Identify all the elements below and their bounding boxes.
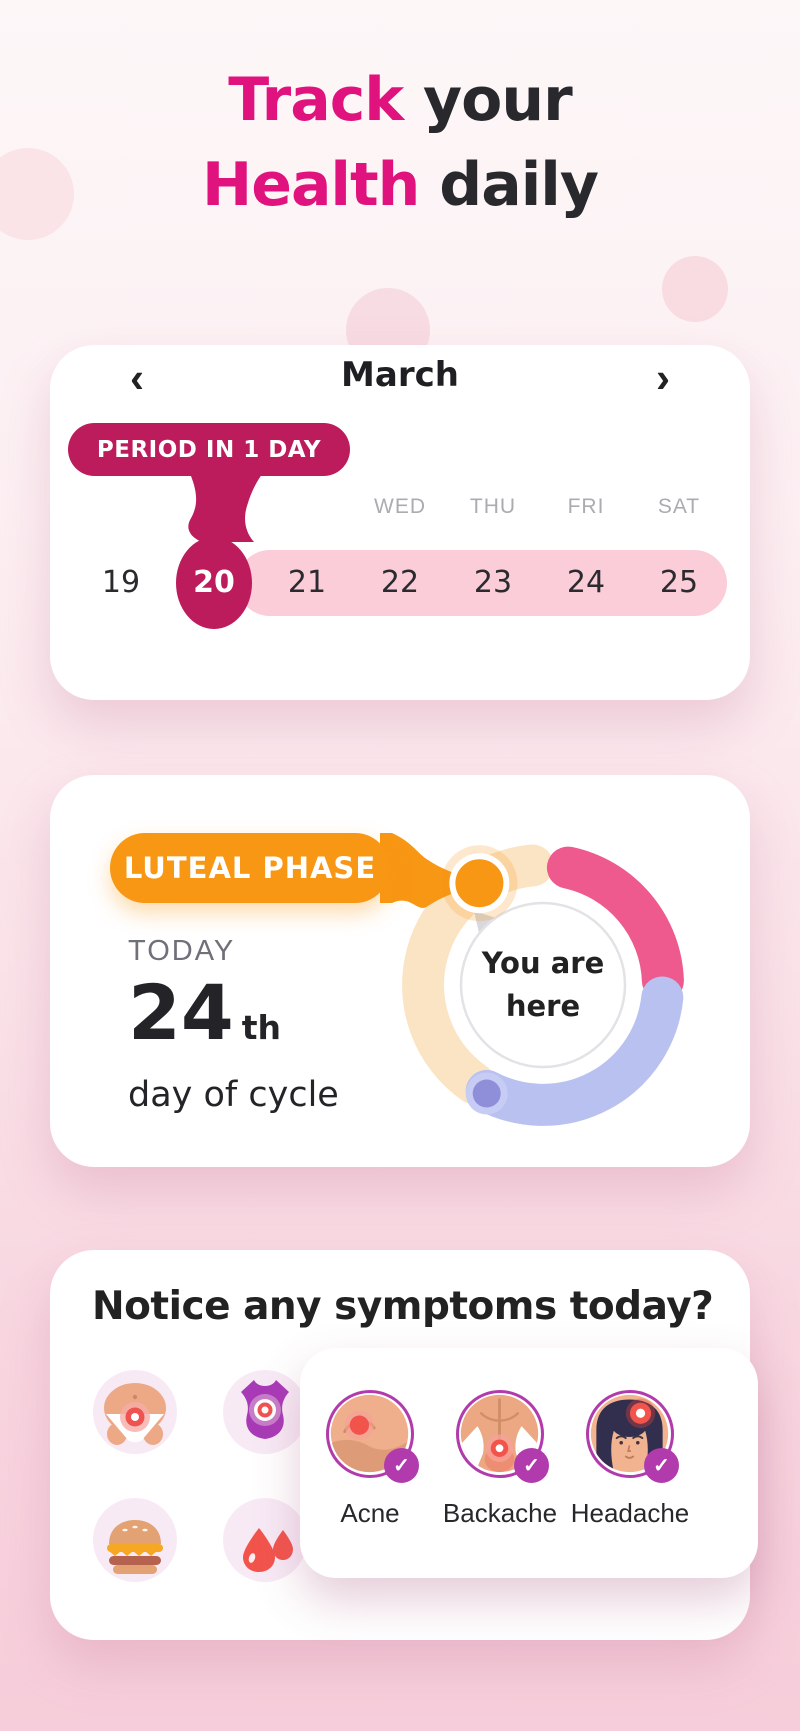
day-cell-22[interactable]: 22 (380, 565, 420, 600)
title-daily: daily (419, 150, 599, 221)
today-label: TODAY (128, 935, 236, 967)
day-cell-25[interactable]: 25 (659, 565, 699, 600)
title-your: your (403, 65, 573, 135)
day-cell-19[interactable]: 19 (101, 565, 141, 600)
symptom-spotting-button[interactable] (223, 1498, 307, 1582)
headache-label: Headache (570, 1498, 690, 1528)
backache-label: Backache (442, 1498, 558, 1528)
cramps-icon (104, 1383, 166, 1445)
cycle-ring (380, 833, 684, 1126)
you-are-here-label: You are here (463, 927, 623, 1043)
center-pointer (474, 911, 496, 933)
symptom-cravings-button[interactable] (93, 1498, 177, 1582)
cycle-card: LUTEAL PHASE TODAY 24 th day of cycle Yo… (50, 775, 750, 1167)
you-are-line2: here (505, 989, 581, 1023)
breast-tenderness-icon (241, 1380, 289, 1439)
calendar-card: ‹ March › PERIOD IN 1 DAY WED THU FRI SA… (50, 345, 750, 700)
day-cell-21[interactable]: 21 (287, 565, 327, 600)
center-circle (459, 901, 627, 1069)
ovulation-dot (472, 1079, 501, 1108)
headache-icon (590, 1394, 669, 1473)
cycle-day-suffix: th (241, 1008, 282, 1047)
check-icon: ✓ (393, 1455, 410, 1477)
symptom-breast-tenderness-button[interactable] (223, 1370, 307, 1454)
phase-badge-tail (380, 833, 454, 908)
day-cell-24[interactable]: 24 (566, 565, 606, 600)
title-line-1: Track your (0, 58, 800, 143)
current-day-marker (449, 853, 510, 914)
symptoms-card: Notice any symptoms today? (50, 1250, 758, 1640)
cycle-day-caption: day of cycle (128, 1075, 339, 1115)
selected-symptoms-popup: ✓ ✓ (300, 1348, 758, 1578)
phase-badge-label: LUTEAL PHASE (123, 851, 377, 885)
chevron-right-icon: › (656, 354, 670, 401)
symptom-cramps-button[interactable] (93, 1370, 177, 1454)
title-health: Health (202, 150, 420, 221)
period-range-highlight (237, 550, 727, 616)
cycle-day-line: 24 th (128, 971, 281, 1055)
check-icon: ✓ (653, 1455, 670, 1477)
day-cell-23[interactable]: 23 (473, 565, 513, 600)
backache-check-badge: ✓ (514, 1448, 549, 1483)
headache-check-badge: ✓ (644, 1448, 679, 1483)
symptoms-heading: Notice any symptoms today? (92, 1284, 714, 1329)
arc-period-pink (546, 846, 684, 1002)
weekday-thu: THU (469, 495, 517, 518)
bg-blob-right (662, 256, 728, 322)
cravings-burger-icon (107, 1520, 163, 1574)
symptom-acne-button[interactable]: ✓ (326, 1390, 419, 1483)
page-title: Track your Health daily (0, 58, 800, 228)
arc-follicular-periwinkle (465, 976, 684, 1126)
weekday-fri: FRI (567, 495, 605, 518)
symptom-backache-button[interactable]: ✓ (456, 1390, 549, 1483)
acne-label: Acne (340, 1498, 400, 1528)
cycle-day-number: 24 (128, 968, 234, 1057)
title-track: Track (228, 65, 404, 135)
weekday-wed: WED (374, 495, 426, 518)
title-line-2: Health daily (0, 143, 800, 228)
prev-month-button[interactable]: ‹ (112, 351, 162, 406)
check-icon: ✓ (523, 1455, 540, 1477)
you-are-line1: You are (481, 945, 605, 980)
next-month-button[interactable]: › (638, 351, 688, 406)
spotting-drops-icon (243, 1528, 293, 1572)
month-title: March (341, 355, 459, 395)
phase-badge: LUTEAL PHASE (110, 833, 390, 903)
day-cell-20-selected[interactable]: 20 (193, 565, 235, 600)
weekday-sat: SAT (657, 495, 701, 518)
bg-blob-left (0, 148, 74, 240)
chevron-left-icon: ‹ (130, 354, 144, 401)
symptom-headache-button[interactable]: ✓ (586, 1390, 679, 1483)
acne-check-badge: ✓ (384, 1448, 419, 1483)
badge-stem (188, 469, 266, 542)
period-countdown-badge: PERIOD IN 1 DAY (68, 423, 350, 476)
period-badge-label: PERIOD IN 1 DAY (96, 436, 322, 463)
